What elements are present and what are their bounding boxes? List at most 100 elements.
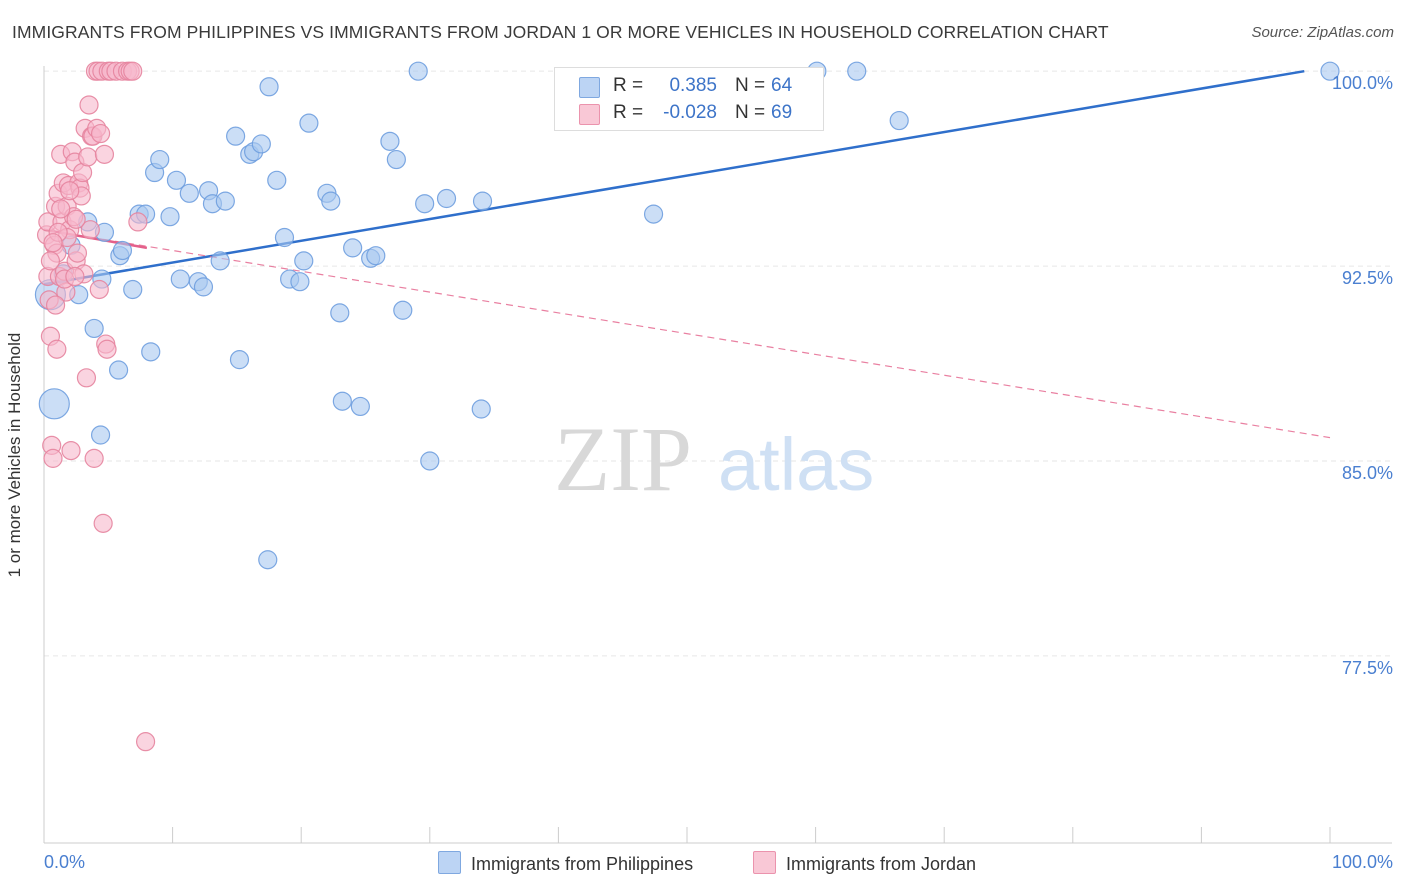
philippines-point-58 — [472, 191, 493, 211]
jordan-point-64 — [45, 295, 66, 315]
philippines-point-21 — [170, 269, 190, 289]
n-label: N = — [735, 102, 766, 123]
legend-label-philippines: Immigrants from Philippines — [471, 854, 694, 874]
stats-legend: R = 0.385 N = 64 R = -0.028 N = 69 — [554, 67, 824, 131]
philippines-point-47 — [350, 396, 370, 417]
legend-item-philippines[interactable]: Immigrants from Philippines — [438, 851, 693, 875]
jordan-point-43 — [90, 123, 111, 144]
n-value: 64 — [771, 75, 793, 96]
philippines-point-18 — [150, 149, 170, 170]
philippines-point-12 — [108, 360, 129, 380]
legend-item-jordan[interactable]: Immigrants from Jordan — [753, 851, 976, 875]
jordan-point-45 — [93, 513, 113, 533]
jordan-point-60 — [66, 209, 86, 229]
philippines-point-57 — [471, 399, 491, 419]
x-tick-label-max: 100.0% — [1331, 852, 1393, 872]
jordan-point-20 — [61, 440, 81, 461]
y-tick-label-3: 77.5% — [1342, 658, 1393, 678]
y-tick-label-0: 100.0% — [1332, 73, 1393, 93]
y-tick-labels: 100.0% 92.5% 85.0% 77.5% — [1332, 73, 1393, 678]
philippines-point-63 — [1320, 61, 1340, 81]
philippines-point-16 — [141, 342, 161, 362]
n-label: N = — [735, 75, 766, 96]
philippines-point-24 — [193, 277, 214, 297]
jordan-point-35 — [80, 220, 100, 240]
philippines-point-41 — [299, 113, 319, 133]
philippines-swatch — [579, 77, 600, 98]
jordan-point-6 — [43, 448, 63, 468]
stats-row-philippines: R = 0.385 N = 64 — [555, 73, 823, 99]
philippines-point-27 — [210, 251, 230, 271]
chart-title: IMMIGRANTS FROM PHILIPPINES VS IMMIGRANT… — [12, 22, 1109, 42]
philippines-point-29 — [226, 126, 246, 146]
philippines-point-62 — [889, 110, 909, 131]
philippines-point-54 — [415, 194, 435, 214]
jordan-point-25 — [67, 243, 88, 263]
n-value: 69 — [771, 102, 793, 123]
stats-row-jordan: R = -0.028 N = 69 — [555, 100, 823, 126]
philippines-point-59 — [643, 204, 664, 224]
legend-swatch-jordan — [753, 851, 776, 874]
philippines-point-50 — [380, 131, 400, 151]
philippines-point-40 — [294, 251, 314, 271]
jordan-point-33 — [78, 147, 98, 167]
philippines-point-13 — [123, 279, 143, 300]
philippines-point-39 — [290, 272, 310, 292]
r-value: -0.028 — [663, 102, 717, 123]
series-legend: Immigrants from Philippines Immigrants f… — [0, 851, 1406, 879]
philippines-point-44 — [330, 303, 350, 323]
philippines-point-30 — [229, 350, 250, 370]
r-label: R = — [613, 75, 644, 96]
philippines-point-37 — [274, 227, 295, 248]
philippines-point-35 — [258, 550, 278, 570]
jordan-point-62 — [60, 181, 80, 201]
watermark: ZIP atlas — [554, 408, 874, 510]
jordan-point-42 — [89, 279, 109, 300]
philippines-point-20 — [166, 170, 187, 190]
philippines-point-33 — [251, 134, 271, 154]
jordan-point-68 — [43, 233, 63, 253]
jordan-point-48 — [97, 339, 117, 359]
jordan-point-46 — [94, 144, 115, 164]
jordan-point-57 — [135, 732, 156, 752]
philippines-point-43 — [321, 191, 341, 211]
y-axis-label: 1 or more Vehicles in Household — [5, 332, 24, 578]
jordan-point-38 — [84, 448, 104, 468]
philippines-point-22 — [179, 183, 199, 203]
philippines-trend-line — [43, 69, 1305, 286]
data-points — [34, 61, 1340, 752]
jordan-point-63 — [40, 251, 61, 271]
philippines-point-46 — [343, 238, 363, 258]
philippines-point-49 — [366, 246, 386, 266]
jordan-point-55 — [123, 61, 143, 81]
jordan-point-32 — [76, 368, 97, 388]
jordan-point-34 — [79, 95, 99, 115]
legend-label-jordan: Immigrants from Jordan — [786, 854, 977, 874]
philippines-point-45 — [332, 391, 352, 411]
axes — [43, 66, 1392, 844]
philippines-point-34 — [259, 77, 279, 97]
jordan-trend-line-dashed — [43, 229, 1331, 439]
philippines-point-11 — [112, 240, 133, 261]
philippines-point-1 — [38, 388, 70, 420]
philippines-point-9 — [90, 425, 111, 445]
philippines-point-61 — [847, 61, 867, 81]
philippines-point-28 — [215, 191, 235, 211]
philippines-point-19 — [160, 207, 180, 227]
philippines-point-52 — [393, 300, 413, 320]
watermark-atlas: atlas — [718, 423, 874, 506]
jordan-point-9 — [47, 339, 67, 359]
y-tick-label-2: 85.0% — [1342, 463, 1393, 483]
philippines-point-51 — [386, 149, 406, 170]
jordan-point-61 — [51, 199, 71, 219]
legend-swatch-philippines — [438, 851, 461, 874]
philippines-point-36 — [267, 170, 287, 190]
jordan-swatch — [579, 104, 600, 125]
philippines-point-6 — [84, 318, 104, 339]
watermark-zip: ZIP — [554, 408, 692, 510]
r-label: R = — [613, 102, 644, 123]
philippines-point-56 — [436, 188, 457, 209]
jordan-point-66 — [65, 266, 85, 287]
r-value: 0.385 — [669, 75, 717, 96]
